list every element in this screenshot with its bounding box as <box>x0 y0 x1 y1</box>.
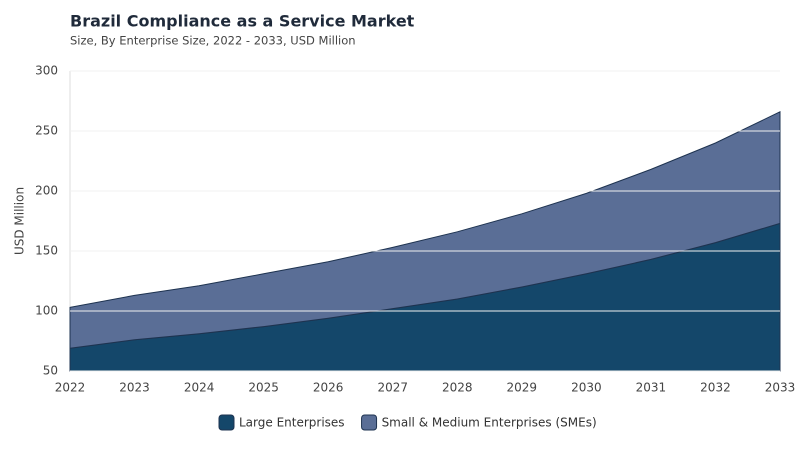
x-tick-label: 2022 <box>55 381 86 395</box>
y-tick-label: 50 <box>43 364 58 378</box>
x-tick-label: 2032 <box>700 381 731 395</box>
chart-subtitle: Size, By Enterprise Size, 2022 - 2033, U… <box>70 34 356 48</box>
x-tick-label: 2033 <box>765 381 796 395</box>
x-tick-label: 2024 <box>184 381 215 395</box>
x-tick-label: 2025 <box>248 381 279 395</box>
legend-swatch <box>361 414 378 431</box>
chart-title: Brazil Compliance as a Service Market <box>70 12 415 31</box>
x-tick-label: 2026 <box>313 381 344 395</box>
areas <box>69 111 781 372</box>
y-tick-label: 200 <box>35 184 58 198</box>
y-tick-label: 250 <box>35 124 58 138</box>
x-tick-label: 2029 <box>507 381 538 395</box>
legend-swatch <box>218 414 235 431</box>
x-tick-label: 2027 <box>377 381 408 395</box>
x-tick-label: 2028 <box>442 381 473 395</box>
y-tick-label: 100 <box>35 304 58 318</box>
x-tick-label: 2031 <box>636 381 667 395</box>
legend-label: Small & Medium Enterprises (SMEs) <box>382 416 597 430</box>
area <box>69 111 781 349</box>
y-axis-label: USD Million <box>13 187 27 255</box>
y-tick-label: 300 <box>35 64 58 78</box>
legend-label: Large Enterprises <box>239 416 345 430</box>
x-tick-label: 2030 <box>571 381 602 395</box>
y-tick-label: 150 <box>35 244 58 258</box>
x-tick-label: 2023 <box>119 381 150 395</box>
